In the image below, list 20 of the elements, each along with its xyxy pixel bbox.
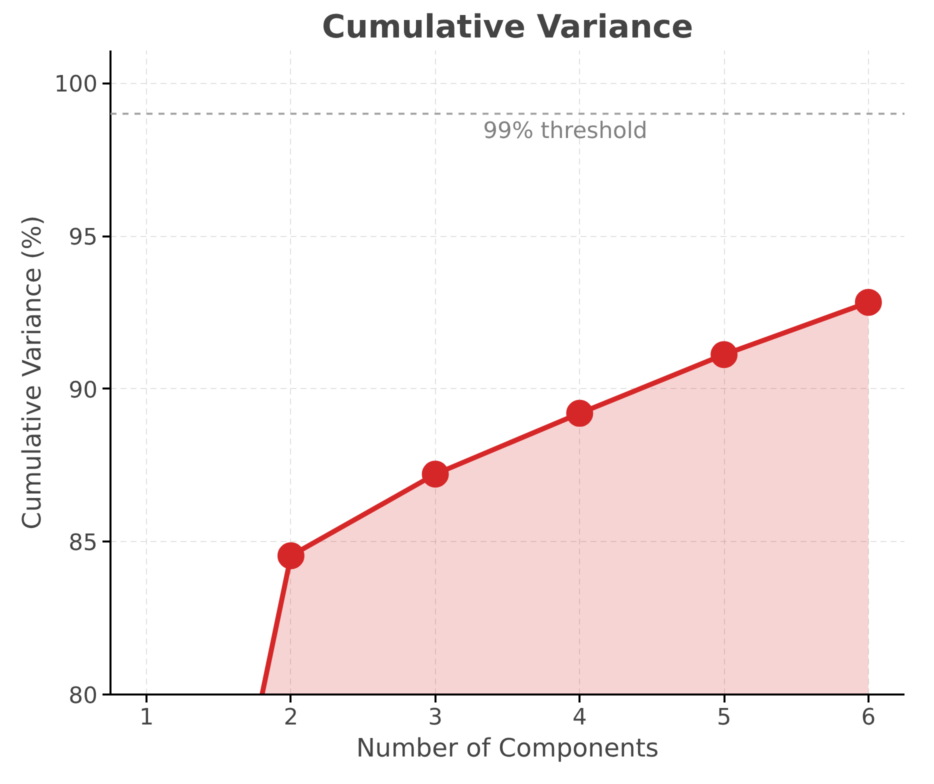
y-tick-label: 90 — [68, 377, 98, 404]
point — [566, 400, 594, 427]
x-tick-label: 6 — [861, 704, 876, 730]
y-tick-label: 95 — [68, 224, 98, 251]
ref-line-label: 99% threshold — [483, 118, 648, 144]
x-tick-label: 5 — [716, 704, 732, 730]
point — [422, 460, 449, 488]
point — [710, 341, 738, 368]
point — [277, 542, 304, 570]
x-tick-label: 2 — [284, 704, 298, 730]
point — [854, 288, 882, 316]
y-axis-title: Cumulative Variance (%) — [16, 216, 46, 530]
x-tick-label: 3 — [428, 704, 443, 730]
x-axis-title: Number of Components — [356, 732, 659, 762]
y-tick-label: 100 — [54, 72, 98, 98]
chart-title: Cumulative Variance — [322, 8, 694, 46]
x-tick-label: 1 — [139, 704, 154, 730]
y-tick-label: 80 — [68, 683, 98, 709]
y-tick-label: 85 — [68, 530, 98, 556]
x-tick-label: 4 — [572, 704, 587, 730]
